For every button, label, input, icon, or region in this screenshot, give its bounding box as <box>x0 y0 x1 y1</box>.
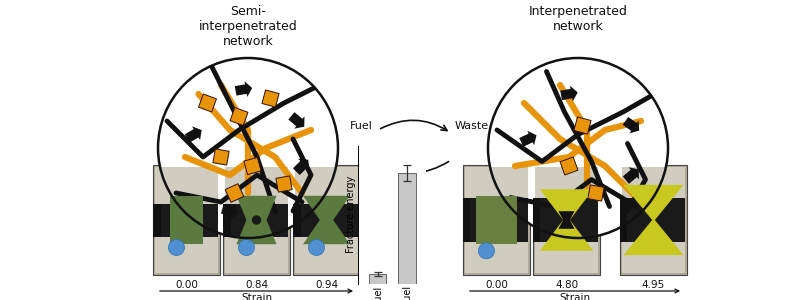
Polygon shape <box>560 157 578 175</box>
Circle shape <box>309 239 325 256</box>
Polygon shape <box>276 176 292 192</box>
Bar <box>533 165 600 275</box>
Text: Strain: Strain <box>241 293 272 300</box>
Text: Interpenetrated
network: Interpenetrated network <box>529 5 627 33</box>
Text: 0.94: 0.94 <box>315 280 338 290</box>
Bar <box>170 196 203 244</box>
Bar <box>153 165 220 275</box>
Polygon shape <box>185 126 202 143</box>
Bar <box>225 236 288 273</box>
Text: H₂O: H₂O <box>402 178 424 188</box>
Circle shape <box>252 215 261 225</box>
Bar <box>293 203 301 236</box>
Y-axis label: Fracture energy: Fracture energy <box>346 176 356 253</box>
Text: Waste: Waste <box>455 121 489 131</box>
Bar <box>533 198 540 242</box>
Text: Strain: Strain <box>559 293 590 300</box>
Polygon shape <box>288 112 305 129</box>
FancyArrowPatch shape <box>381 120 447 130</box>
Bar <box>463 165 530 275</box>
Text: Fuel: Fuel <box>350 121 373 131</box>
Circle shape <box>158 58 338 238</box>
Text: 0.00: 0.00 <box>175 280 198 290</box>
Bar <box>155 236 218 273</box>
Circle shape <box>238 239 254 256</box>
Polygon shape <box>560 86 578 101</box>
Text: Semi-
interpenetrated
network: Semi- interpenetrated network <box>198 5 298 48</box>
Polygon shape <box>588 185 604 201</box>
Bar <box>293 165 360 275</box>
Bar <box>477 196 517 244</box>
Polygon shape <box>213 149 229 165</box>
Text: 4.80: 4.80 <box>555 280 578 290</box>
Polygon shape <box>230 107 248 125</box>
Polygon shape <box>237 196 277 244</box>
Polygon shape <box>234 81 252 97</box>
Bar <box>295 167 358 206</box>
Polygon shape <box>244 158 261 175</box>
Bar <box>465 198 528 242</box>
Polygon shape <box>622 117 639 134</box>
Polygon shape <box>225 184 244 202</box>
Bar <box>223 165 290 275</box>
Polygon shape <box>540 189 594 251</box>
Polygon shape <box>303 196 350 244</box>
Polygon shape <box>293 159 310 175</box>
Polygon shape <box>623 185 684 255</box>
Bar <box>295 203 358 236</box>
Bar <box>369 274 386 284</box>
Bar <box>535 242 598 273</box>
Bar <box>153 203 161 236</box>
Polygon shape <box>198 94 217 112</box>
Polygon shape <box>262 90 279 107</box>
Bar <box>223 203 231 236</box>
Bar <box>225 203 288 236</box>
Polygon shape <box>622 167 639 184</box>
Bar <box>535 167 598 198</box>
Bar <box>620 165 687 275</box>
Polygon shape <box>519 131 537 147</box>
Bar <box>465 167 528 198</box>
Bar <box>398 173 416 284</box>
Bar <box>225 167 288 206</box>
FancyArrowPatch shape <box>382 161 449 173</box>
Circle shape <box>488 58 668 238</box>
Bar <box>535 198 598 242</box>
Text: 0.84: 0.84 <box>245 280 268 290</box>
Bar <box>155 203 218 236</box>
Bar <box>465 242 528 273</box>
Bar <box>622 167 685 198</box>
Text: 4.95: 4.95 <box>642 280 665 290</box>
Bar <box>620 198 626 242</box>
Bar <box>622 242 685 273</box>
Polygon shape <box>574 117 591 134</box>
Polygon shape <box>558 211 574 229</box>
Bar <box>622 198 685 242</box>
Circle shape <box>169 239 185 256</box>
Bar <box>155 167 218 206</box>
Bar <box>295 236 358 273</box>
Circle shape <box>478 243 494 259</box>
Text: 0.00: 0.00 <box>485 280 508 290</box>
Bar <box>463 198 470 242</box>
Polygon shape <box>221 204 238 219</box>
